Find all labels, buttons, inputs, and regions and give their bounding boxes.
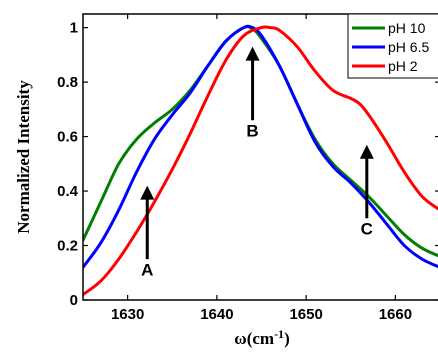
legend-label-1: pH 10 (388, 20, 426, 36)
annotation-label-c: C (361, 220, 373, 239)
x-tick-label: 1660 (379, 306, 412, 323)
y-tick-label: 0 (70, 292, 78, 309)
x-tick-label: 1650 (289, 306, 322, 323)
annotation-label-a: A (141, 260, 153, 279)
y-tick-label: 0.6 (57, 129, 78, 146)
legend-label-3: pH 2 (388, 58, 418, 74)
y-tick-label: 0.8 (57, 74, 78, 91)
x-axis-title-sup: -1 (274, 327, 284, 341)
legend-label-2: pH 6.5 (388, 39, 429, 55)
annotation-arrowhead-c (360, 145, 374, 159)
y-tick-label: 0.2 (57, 238, 78, 255)
x-axis-title-base: ω(cm (234, 329, 274, 348)
x-tick-label: 1640 (200, 306, 233, 323)
annotation-arrowhead-a (140, 186, 154, 200)
annotation-label-b: B (246, 122, 258, 141)
x-axis-title-close: ) (284, 329, 290, 348)
y-tick-label: 1 (70, 20, 78, 37)
legend: pH 10 pH 6.5 pH 2 (348, 14, 438, 78)
annotation-arrowhead-b (246, 47, 260, 61)
y-axis-title: Normalized Intensity (14, 80, 33, 234)
x-axis-title: ω(cm-1) (234, 327, 289, 348)
y-tick-label: 0.4 (57, 183, 79, 200)
x-tick-label: 1630 (111, 306, 144, 323)
